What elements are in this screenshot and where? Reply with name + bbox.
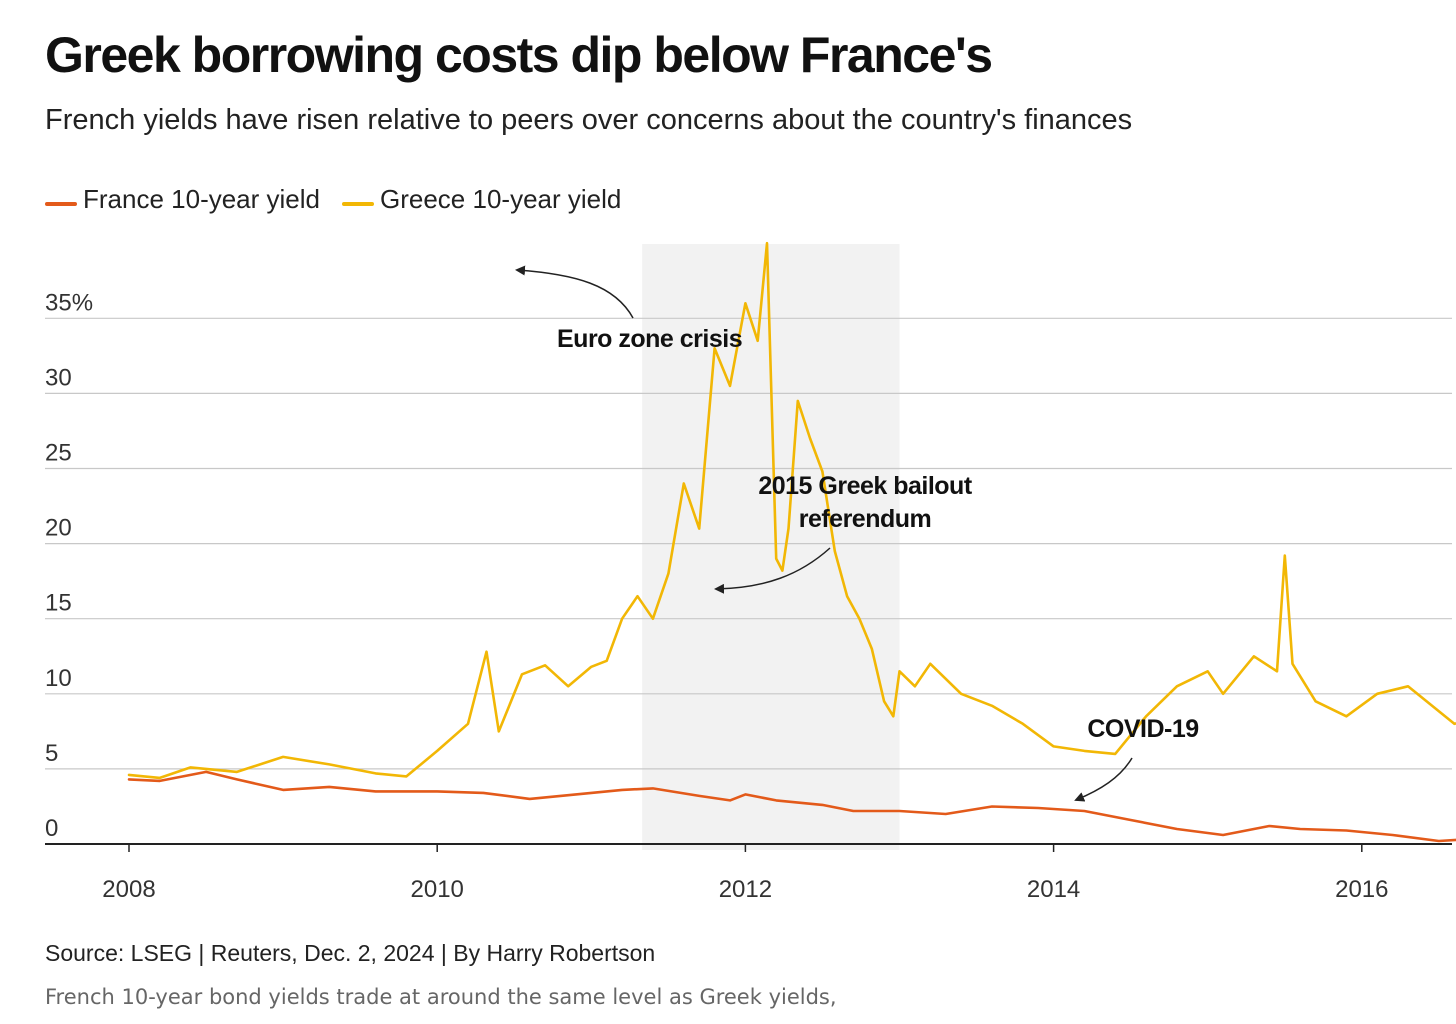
y-tick-label: 20 xyxy=(45,515,72,542)
annotation-referendum-line2: referendum xyxy=(799,505,932,533)
series-line-greece xyxy=(127,241,1456,780)
legend-item-france: France 10-year yield xyxy=(45,184,320,215)
y-tick-label: 5 xyxy=(45,740,58,767)
chart-subtitle: French yields have risen relative to pee… xyxy=(45,104,1133,136)
legend-label-greece: Greece 10-year yield xyxy=(380,183,622,214)
y-tick-label: 25 xyxy=(45,440,72,467)
legend-item-greece: Greece 10-year yield xyxy=(342,184,621,215)
legend: France 10-year yield Greece 10-year yiel… xyxy=(45,183,643,215)
y-tick-label: 35% xyxy=(45,289,93,316)
legend-label-france: France 10-year yield xyxy=(83,183,320,214)
annotation-arrow-covid xyxy=(1074,757,1133,802)
y-tick-label: 30 xyxy=(45,364,72,391)
source-note: Source: LSEG | Reuters, Dec. 2, 2024 | B… xyxy=(45,940,656,966)
x-tick-label: 2010 xyxy=(411,876,464,903)
x-tick-label: 2012 xyxy=(719,876,772,903)
annotation-arrow-referendum xyxy=(714,547,831,594)
legend-swatch-france xyxy=(45,202,77,206)
series-line-france xyxy=(127,770,1456,843)
y-tick-label: 15 xyxy=(45,590,72,617)
annotation-referendum-line1: 2015 Greek bailout xyxy=(758,472,973,500)
chart-title: Greek borrowing costs dip below France's xyxy=(45,27,993,83)
annotation-euro-zone-crisis: Euro zone crisis xyxy=(557,325,742,353)
caption-text: French 10-year bond yields trade at arou… xyxy=(45,985,837,1009)
annotation-covid: COVID-19 xyxy=(1087,715,1198,743)
x-tick-label: 2016 xyxy=(1335,876,1388,903)
y-tick-label: 0 xyxy=(45,815,58,842)
x-tick-label: 2014 xyxy=(1027,876,1080,903)
annotation-arrow-euro-zone-crisis xyxy=(515,265,634,319)
y-tick-label: 10 xyxy=(45,665,72,692)
legend-swatch-greece xyxy=(342,202,374,206)
x-tick-label: 2008 xyxy=(102,876,155,903)
line-chart: 05101520253035%2008201020122014201620182… xyxy=(45,241,1456,903)
